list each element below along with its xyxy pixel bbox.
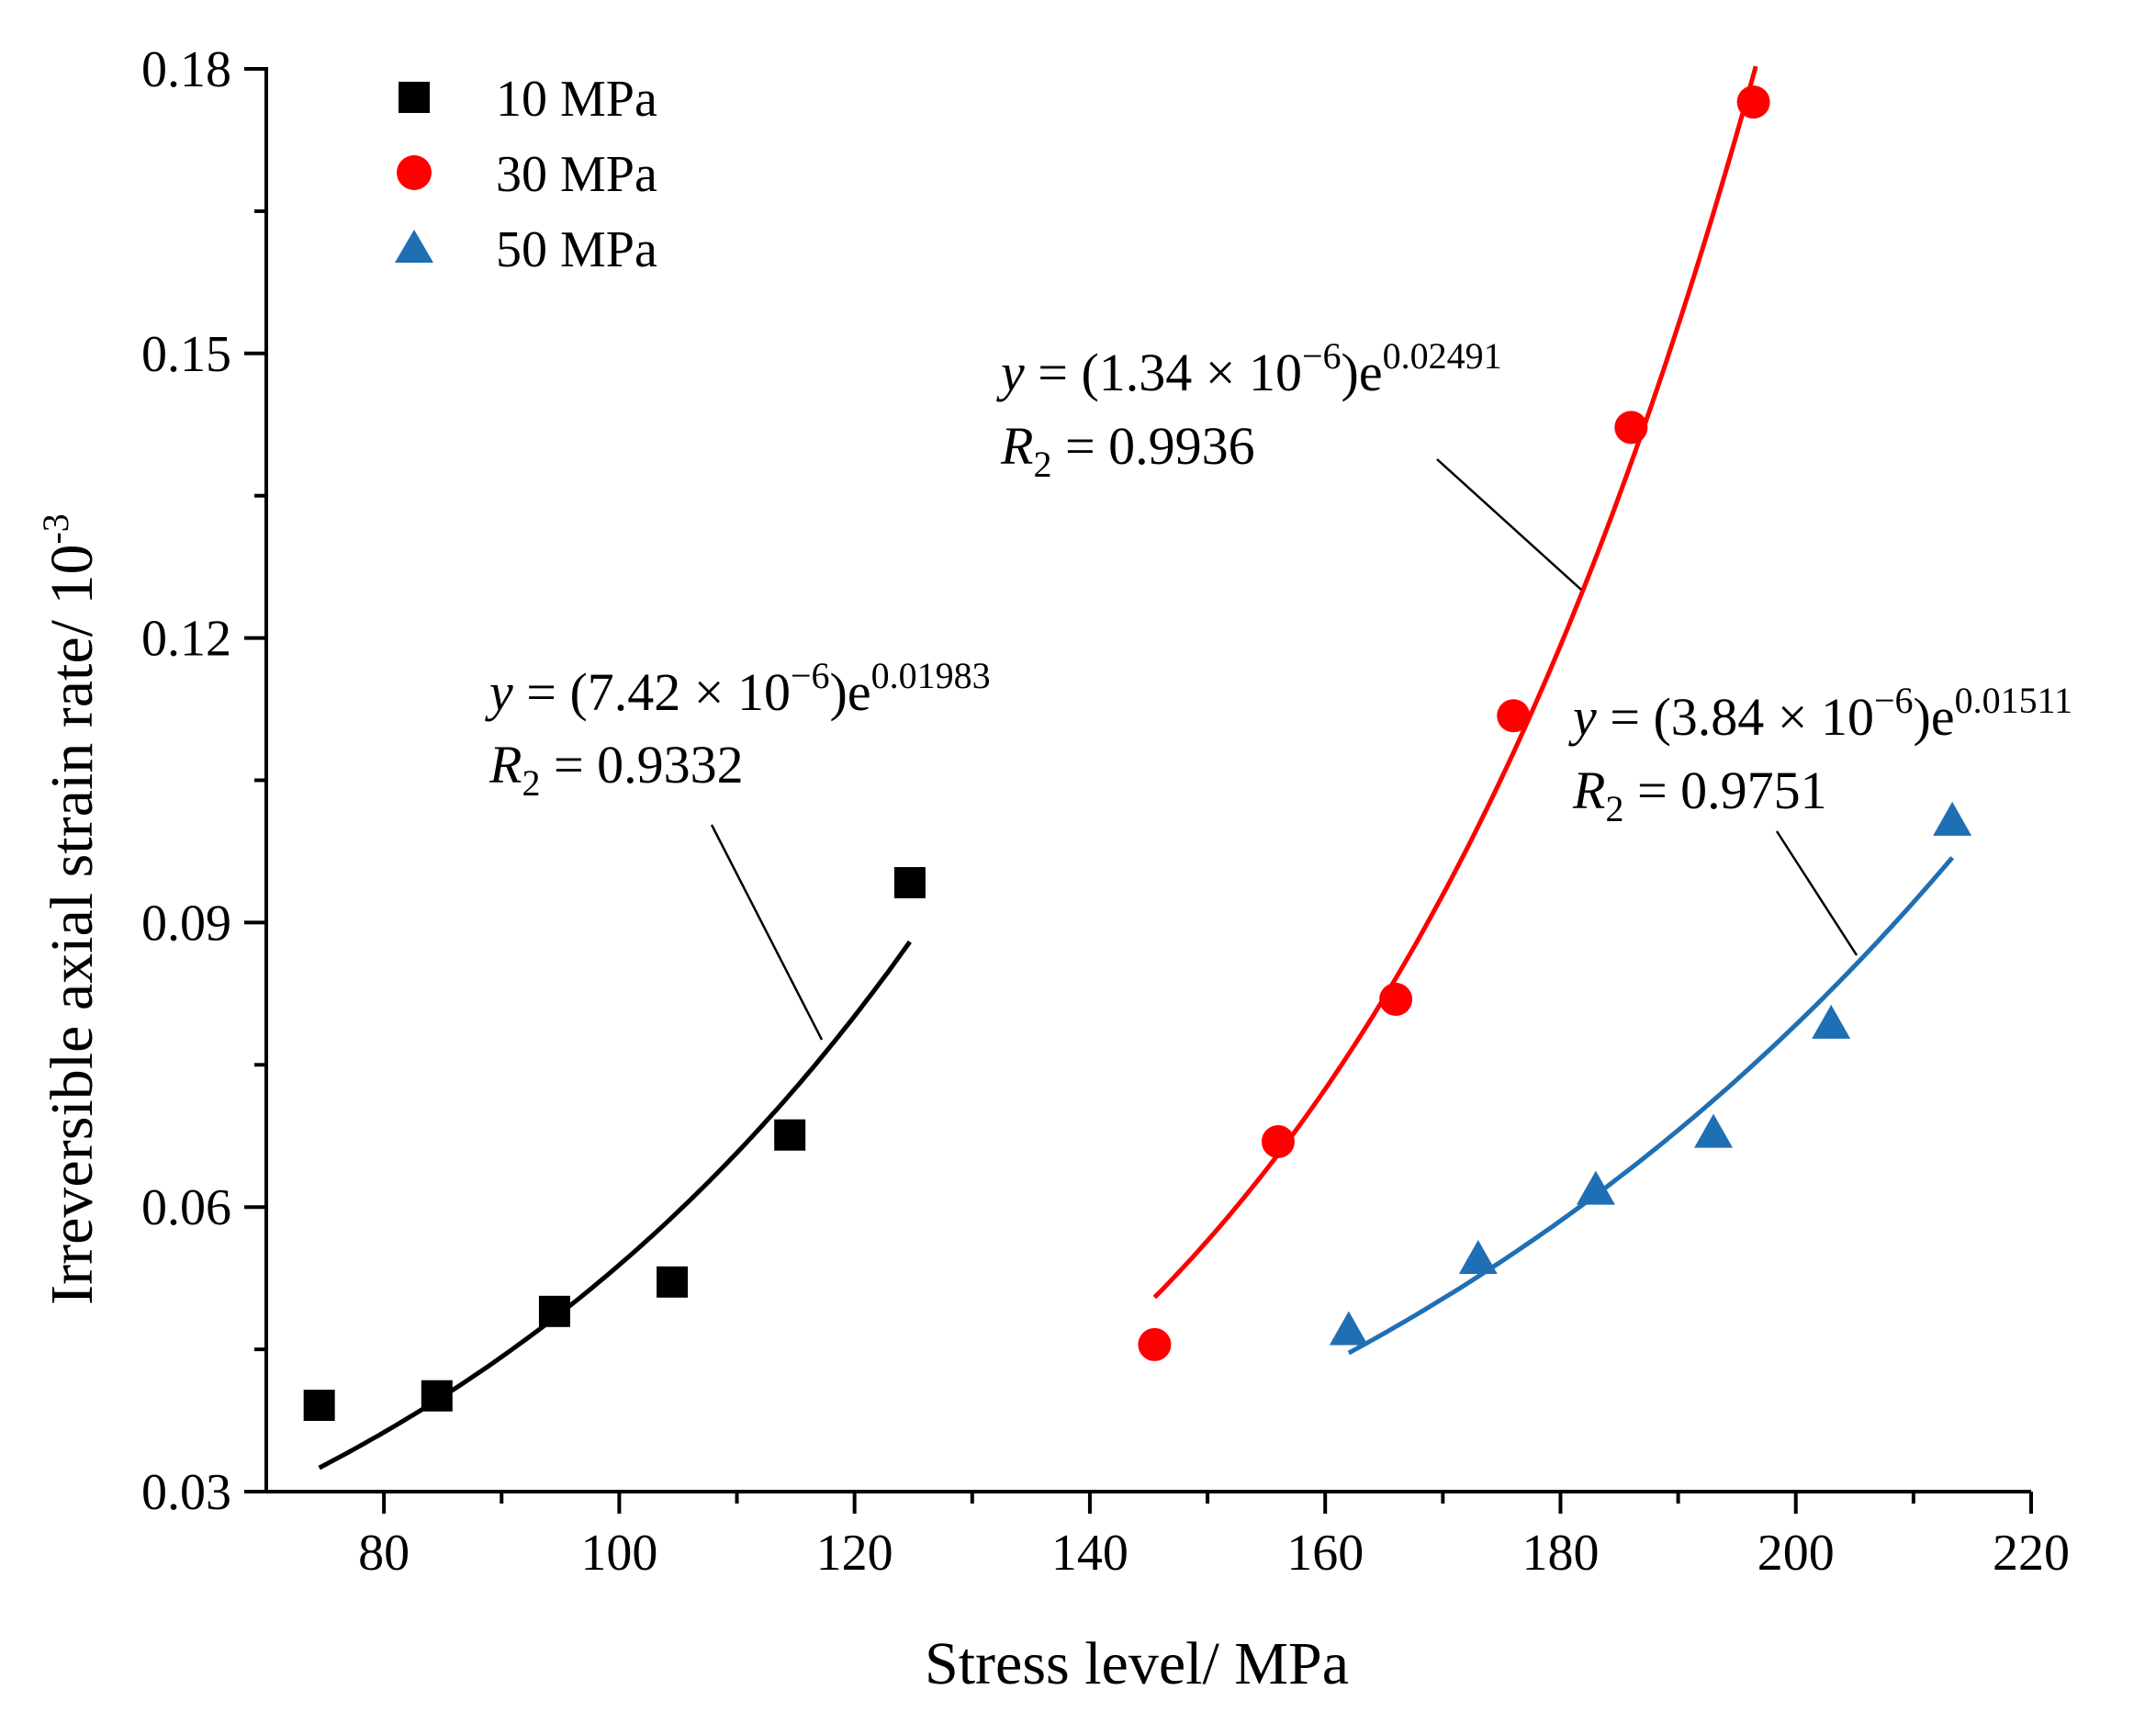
y-axis-title: Irreversible axial strain rate/ 10-3: [35, 513, 106, 1305]
data-point-10mpa: [303, 1390, 335, 1422]
data-point-50mpa: [1933, 801, 1972, 836]
legend-label-50mpa: 50 MPa: [496, 221, 657, 278]
leader-line-10mpa: [710, 824, 824, 1041]
data-point-10mpa: [421, 1380, 453, 1412]
data-point-50mpa: [1329, 1311, 1368, 1346]
y-tick-label: 0.06: [141, 1179, 231, 1236]
fit-curves-layer: [318, 65, 1955, 1470]
legend-label-10mpa: 10 MPa: [496, 71, 657, 128]
y-tick-label: 0.18: [141, 41, 231, 98]
legend-marker-50mpa: [395, 230, 433, 263]
data-point-50mpa: [1576, 1170, 1615, 1205]
leader-line-30mpa: [1436, 458, 1582, 591]
x-tick-label: 220: [1993, 1525, 2070, 1582]
leader-line-50mpa: [1775, 830, 1858, 956]
data-point-10mpa: [657, 1266, 689, 1298]
fit-curve-30mpa: [1152, 65, 1758, 1300]
legend: 10 MPa 30 MPa 50 MPa: [395, 71, 657, 278]
equation-30mpa-r2: R2 = 0.9936: [1000, 416, 1255, 485]
data-point-50mpa: [1694, 1113, 1734, 1148]
equation-50mpa-r2: R2 = 0.9751: [1572, 761, 1827, 829]
equation-10mpa: y = (7.42 × 10−6)e0.01983 R2 = 0.9332: [485, 655, 991, 804]
legend-marker-30mpa: [397, 155, 432, 190]
x-tick-label: 100: [580, 1525, 657, 1582]
x-tick-label: 160: [1286, 1525, 1364, 1582]
fit-curve-50mpa: [1347, 856, 1955, 1356]
legend-marker-10mpa: [399, 82, 430, 113]
x-tick-label: 140: [1051, 1525, 1129, 1582]
data-point-10mpa: [774, 1119, 806, 1151]
data-point-10mpa: [893, 867, 926, 899]
data-point-30mpa: [1614, 411, 1648, 445]
legend-label-30mpa: 30 MPa: [496, 146, 657, 203]
y-axis-title-exponent: -3: [35, 513, 76, 544]
leader-lines-layer: [710, 458, 1858, 1041]
data-point-50mpa: [1812, 1004, 1851, 1039]
data-points-layer: [303, 85, 1972, 1422]
y-tick-label: 0.03: [141, 1464, 231, 1521]
equation-30mpa-formula: y = (1.34 × 10−6)e0.02491: [996, 335, 1502, 402]
data-point-50mpa: [1458, 1239, 1498, 1274]
equation-10mpa-r2: R2 = 0.9332: [488, 735, 744, 804]
data-point-30mpa: [1261, 1124, 1295, 1158]
data-point-10mpa: [538, 1295, 570, 1327]
x-tick-label: 120: [816, 1525, 893, 1582]
axes-layer: 80 100 120 140 160 180 200 220 0.03 0.06 0.09 0.12 0…: [141, 41, 2070, 1582]
y-tick-label: 0.09: [141, 895, 231, 952]
data-point-30mpa: [1497, 699, 1531, 733]
data-point-30mpa: [1138, 1327, 1172, 1361]
y-tick-label: 0.15: [141, 326, 231, 383]
x-axis-title: Stress level/ MPa: [925, 1630, 1349, 1697]
equation-50mpa-formula: y = (3.84 × 10−6)e0.01511: [1568, 680, 2072, 747]
x-tick-label: 80: [358, 1525, 410, 1582]
x-tick-label: 180: [1522, 1525, 1599, 1582]
y-axis-title-text: Irreversible axial strain rate/ 10: [39, 545, 106, 1305]
equation-50mpa: y = (3.84 × 10−6)e0.01511 R2 = 0.9751: [1568, 680, 2072, 829]
x-tick-label: 200: [1757, 1525, 1835, 1582]
y-tick-label: 0.12: [141, 611, 231, 668]
equation-30mpa: y = (1.34 × 10−6)e0.02491 R2 = 0.9936: [996, 335, 1502, 485]
fit-curve-10mpa: [318, 940, 912, 1470]
data-point-30mpa: [1736, 85, 1770, 119]
equation-10mpa-formula: y = (7.42 × 10−6)e0.01983: [485, 655, 991, 722]
data-point-30mpa: [1379, 983, 1413, 1017]
